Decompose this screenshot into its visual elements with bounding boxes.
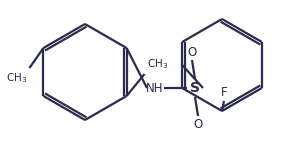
Text: S: S xyxy=(190,81,200,95)
Text: O: O xyxy=(193,117,203,130)
Text: NH: NH xyxy=(146,82,164,95)
Text: O: O xyxy=(187,45,197,58)
Text: F: F xyxy=(221,87,227,100)
Text: CH$_3$: CH$_3$ xyxy=(147,57,168,71)
Text: CH$_3$: CH$_3$ xyxy=(6,71,28,85)
